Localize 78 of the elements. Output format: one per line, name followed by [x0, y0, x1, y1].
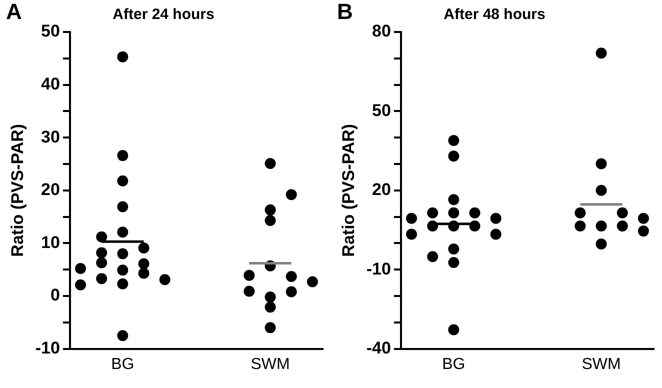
- chart-title: After 48 hours: [444, 6, 546, 24]
- x-tick-label: BG: [111, 356, 134, 373]
- point: [406, 228, 418, 240]
- x-tick-label: SWM: [582, 356, 621, 373]
- point: [638, 212, 649, 224]
- point: [117, 278, 128, 290]
- y-tick-label: -10: [366, 259, 391, 278]
- y-tick-label: 40: [41, 74, 60, 94]
- point: [490, 212, 502, 224]
- y-tick-label: 50: [372, 100, 391, 120]
- point: [75, 279, 86, 290]
- point: [117, 264, 128, 276]
- point: [117, 248, 128, 260]
- point: [264, 214, 276, 226]
- point: [264, 158, 276, 169]
- point: [306, 276, 318, 288]
- point: [117, 226, 128, 238]
- chart-title: After 24 hours: [112, 6, 214, 24]
- point: [596, 158, 607, 170]
- point: [96, 231, 108, 242]
- point: [427, 207, 438, 218]
- point: [117, 175, 128, 186]
- point: [264, 204, 276, 216]
- point: [138, 268, 150, 279]
- x-tick-label: SWM: [250, 356, 290, 373]
- x-tick-label: BG: [442, 356, 466, 373]
- point: [138, 242, 150, 254]
- point: [638, 226, 649, 237]
- point: [448, 150, 460, 162]
- y-axis-title: Ratio (PVS-PAR): [338, 124, 358, 257]
- point: [75, 263, 86, 274]
- point: [596, 238, 607, 250]
- point: [264, 322, 276, 334]
- point: [264, 302, 276, 313]
- point: [490, 228, 502, 240]
- point: [244, 286, 255, 297]
- text: A: [6, 0, 22, 24]
- point: [286, 286, 297, 298]
- y-tick-label: 50: [41, 22, 60, 41]
- point: [117, 201, 128, 212]
- y-axis-title: Ratio (PVS-PAR): [8, 124, 27, 257]
- point: [448, 324, 460, 336]
- text: B: [337, 0, 353, 24]
- point: [117, 51, 128, 62]
- y-tick-label: 20: [41, 180, 60, 200]
- point: [448, 256, 460, 268]
- point: [159, 274, 170, 286]
- point: [96, 273, 108, 284]
- point: [596, 184, 607, 196]
- point: [264, 292, 276, 303]
- point: [469, 207, 480, 218]
- point: [138, 258, 150, 270]
- point: [244, 270, 255, 281]
- point: [596, 220, 607, 232]
- y-tick-label: 10: [41, 232, 60, 252]
- point: [574, 220, 586, 232]
- y-tick-label: 30: [41, 127, 60, 146]
- y-tick-label: 80: [372, 22, 391, 41]
- point: [448, 194, 460, 206]
- point: [448, 135, 460, 146]
- y-tick-label: -40: [366, 338, 391, 358]
- point: [286, 270, 297, 282]
- point: [96, 257, 108, 268]
- point: [596, 48, 607, 59]
- point: [427, 251, 438, 262]
- point: [448, 244, 460, 255]
- y-tick-label: -10: [35, 338, 60, 358]
- point: [406, 212, 418, 224]
- y-tick-label: 20: [372, 180, 391, 200]
- point: [448, 207, 460, 218]
- point: [117, 330, 128, 342]
- point: [286, 189, 297, 200]
- y-tick-label: 0: [50, 286, 60, 305]
- point: [117, 150, 128, 162]
- point: [574, 207, 586, 218]
- point: [616, 207, 628, 218]
- point: [96, 247, 108, 258]
- point: [616, 220, 628, 232]
